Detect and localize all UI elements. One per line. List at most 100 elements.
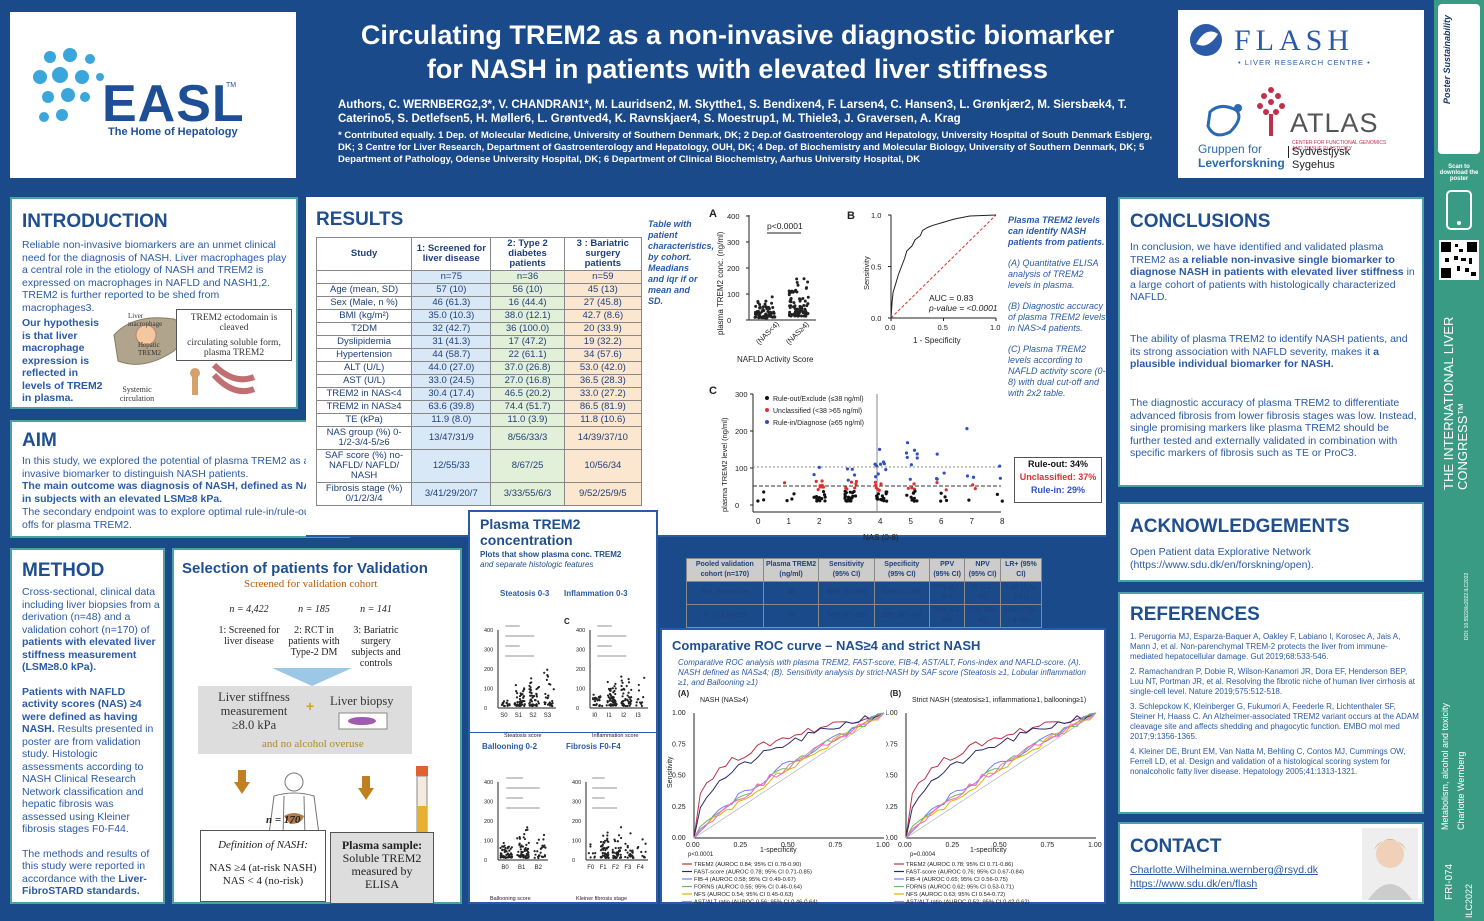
steatosis-title: Steatosis 0-3 xyxy=(500,589,550,598)
mini-point xyxy=(604,853,607,856)
mini-point xyxy=(501,848,504,851)
liver-drop-icon xyxy=(1206,104,1242,137)
panel-a-ylabel: plasma TREM2 conc. (ng/ml) xyxy=(716,231,725,335)
mini-point xyxy=(536,700,540,703)
panel-c-point xyxy=(817,465,821,470)
table-cell: 89% (81–94) xyxy=(873,604,930,628)
mini-point xyxy=(637,845,640,849)
panel-b-xlabel: 1 - Specificity xyxy=(913,336,961,345)
mini-point xyxy=(629,832,632,835)
table-cell: 37.0 (26.8) xyxy=(490,361,565,375)
mini-point xyxy=(608,692,612,696)
mini-point xyxy=(515,704,518,707)
sustainability-logo: Poster Sustainability xyxy=(1438,4,1480,154)
panel-a-point xyxy=(772,310,776,314)
mini-ytick: 400 xyxy=(576,628,585,634)
mini-point xyxy=(627,691,630,694)
panel-a-point xyxy=(766,314,770,318)
authors: Authors, C. WERNBERG2,3*, V. CHANDRAN1*,… xyxy=(338,99,1127,125)
patient-table-header-cell: Study xyxy=(315,237,413,271)
table-row: Age (mean, SD) 57 (10) 56 (10) 45 (13) xyxy=(315,283,643,297)
fig-systemic-circulation: Systemic circulation xyxy=(119,385,155,403)
conclusions-p2: The ability of plasma TREM2 to identify … xyxy=(1130,333,1418,371)
panel-c-xtick: 3 xyxy=(848,517,853,526)
mini-point xyxy=(624,699,627,702)
mini-point xyxy=(510,855,513,859)
contact-email[interactable]: Charlotte.Wilhelmina.wernberg@rsyd.dk xyxy=(1130,864,1319,876)
contact-url[interactable]: https://www.sdu.dk/en/flash xyxy=(1130,878,1258,890)
contact-panel: CONTACT Charlotte.Wilhelmina.wernberg@rs… xyxy=(1118,822,1424,904)
mini-point xyxy=(539,851,542,854)
qr-code-icon[interactable] xyxy=(1439,240,1479,280)
mini-point xyxy=(504,846,507,850)
table-row: Rul -risk NASH 38 90% (81–96) 52% (41–62) 57… xyxy=(686,581,1043,605)
mini-point xyxy=(592,703,595,707)
aim-panel: AIM In this study, we explored the poten… xyxy=(10,420,350,538)
panel-a-point xyxy=(788,312,792,316)
mini-point xyxy=(632,856,635,859)
method-p2-bold: Patients with NAFLD activity scores (NAS… xyxy=(22,685,142,736)
mini-point xyxy=(516,701,519,704)
mini-point xyxy=(508,703,511,706)
panel-c-point xyxy=(853,494,858,498)
intro-para: Reliable non-invasive biomarkers are an … xyxy=(22,239,287,314)
rule-unclassified: Unclassified: 37% xyxy=(1019,472,1097,482)
mini-point xyxy=(625,684,628,688)
mini-point xyxy=(526,828,529,831)
mini-point xyxy=(504,849,507,852)
references-title: REFERENCES xyxy=(1130,604,1260,625)
selection-subtitle: Screened for validation cohort xyxy=(244,578,378,590)
roc-ytick: 0.25 xyxy=(672,804,686,811)
panel-c-xtick: 4 xyxy=(878,517,883,526)
panel-c-point xyxy=(1000,499,1004,503)
mini-point xyxy=(630,696,633,699)
panel-c-point xyxy=(762,498,766,502)
panel-notes-title: Plasma TREM2 levels can identify NASH pa… xyxy=(1008,215,1105,247)
table-cell: Ri -risk NASH xyxy=(686,604,764,628)
mini-point xyxy=(505,701,508,705)
mini-point xyxy=(608,697,611,700)
panel-c-point xyxy=(845,467,850,471)
n170-label: n = 170 xyxy=(266,814,301,826)
table-cell: 12/55/33 xyxy=(411,449,492,483)
panel-a-cat1: (NAS<4) xyxy=(754,319,781,346)
panel-c-point xyxy=(852,473,857,477)
table-cell: Hypertension xyxy=(315,348,413,362)
mini-point xyxy=(546,696,549,699)
biopsy-label: Liver biopsy xyxy=(330,694,394,708)
mini-point xyxy=(531,696,534,699)
patient-table-header-cell: 1: Screened for liver disease xyxy=(411,237,492,271)
ballooning-plot: 0 100 200 300 400 B0 B1 B2 Ballooning score xyxy=(484,777,548,902)
mini-ytick: 100 xyxy=(484,687,493,693)
mini-point xyxy=(607,853,610,856)
panel-c-ytick: 300 xyxy=(735,390,748,399)
mini-point xyxy=(533,850,536,853)
mini-xtick: I1 xyxy=(607,713,613,719)
mini-point xyxy=(622,692,625,695)
references-panel: REFERENCES 1. Perugorria MJ, Esparza-Baq… xyxy=(1118,592,1424,814)
table-cell: AST (U/L) xyxy=(315,374,413,388)
concl-p2a: The ability of plasma TREM2 to identify … xyxy=(1130,333,1408,358)
method-p2: Results presented in poster are from val… xyxy=(22,723,154,835)
mini-point xyxy=(529,698,533,701)
reference-item: 1. Perugorria MJ, Esparza-Baquer A, Oakl… xyxy=(1130,632,1401,661)
panel-c-point xyxy=(874,475,878,479)
mini-point xyxy=(591,852,595,855)
roc-xtick: 0.75 xyxy=(829,842,843,849)
mini-point xyxy=(548,704,552,707)
mini-point xyxy=(503,704,506,708)
alcohol-label: and no alcohol overuse xyxy=(262,738,364,750)
biopsy-slide-icon xyxy=(338,712,388,730)
table-cell: 46 (61.3) xyxy=(411,296,492,310)
roc-a-xlabel: 1-specificity xyxy=(760,847,797,854)
panel-c-point xyxy=(881,496,886,500)
roc-xtick: 1.00 xyxy=(1088,842,1102,849)
table-cell: 78% (63–88) xyxy=(928,604,966,628)
table-cell: 4.82 (2.65–8.76) xyxy=(999,604,1043,628)
mini-xtick: S1 xyxy=(515,713,523,719)
mini-point xyxy=(601,854,604,857)
panel-c-point xyxy=(853,486,857,490)
ballooning-xlabel: Ballooning score xyxy=(490,896,531,902)
mini-point xyxy=(521,845,524,848)
mini-point xyxy=(528,691,531,694)
